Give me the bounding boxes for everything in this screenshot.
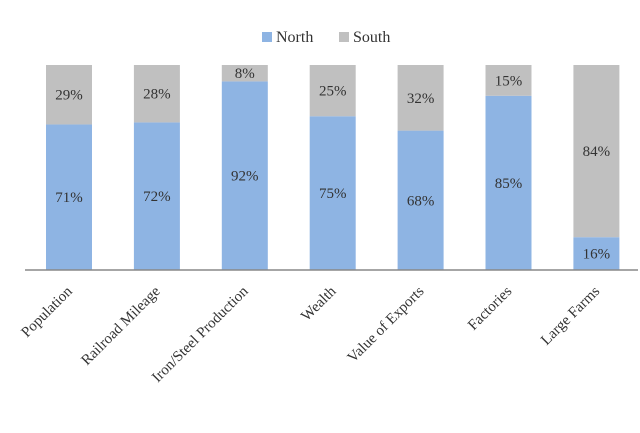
bar-label-south-1: 28% bbox=[143, 87, 171, 103]
bar-north-1 bbox=[133, 122, 180, 271]
bar-north-5 bbox=[485, 95, 532, 270]
bar-label-south-5: 15% bbox=[495, 73, 523, 89]
bar-label-south-2: 8% bbox=[235, 66, 255, 82]
legend-swatch-south bbox=[339, 32, 349, 42]
bar-label-north-4: 68% bbox=[407, 193, 435, 209]
bar-area: 71% 29% 72% 28% 92% 8% 75% 25% 68% 32% 85% 15% 16% 84… bbox=[46, 65, 620, 271]
x-tick-label-4: Value of Exports bbox=[345, 283, 428, 366]
bar-south-0 bbox=[46, 65, 92, 125]
bar-label-north-6: 16% bbox=[583, 247, 611, 263]
bar-south-3 bbox=[309, 65, 356, 117]
bar-north-2 bbox=[221, 81, 268, 271]
bar-south-5 bbox=[485, 65, 532, 96]
bar-label-north-0: 71% bbox=[55, 190, 83, 206]
x-tick-label-2: Iron/Steel Production bbox=[149, 283, 252, 386]
bar-label-north-1: 72% bbox=[143, 189, 171, 205]
bar-label-south-3: 25% bbox=[319, 84, 347, 100]
bar-label-south-4: 32% bbox=[407, 91, 435, 107]
legend-label-north: North bbox=[276, 29, 313, 46]
bar-label-north-5: 85% bbox=[495, 176, 523, 192]
bar-north-4 bbox=[397, 130, 444, 270]
bar-south-6 bbox=[573, 65, 620, 238]
bar-south-2 bbox=[221, 65, 268, 82]
bar-north-3 bbox=[309, 116, 356, 270]
x-tick-label-6: Large Farms bbox=[538, 283, 603, 348]
bar-label-south-0: 29% bbox=[55, 88, 83, 104]
x-tick-label-0: Population bbox=[19, 283, 77, 341]
legend-swatch-north bbox=[262, 32, 272, 42]
bar-label-north-3: 75% bbox=[319, 186, 347, 202]
bar-label-south-6: 84% bbox=[583, 144, 611, 160]
bar-label-north-2: 92% bbox=[231, 169, 259, 185]
bar-north-0 bbox=[46, 124, 92, 270]
chart-legend: North South bbox=[262, 29, 390, 46]
bar-south-1 bbox=[133, 65, 180, 123]
legend-label-south: South bbox=[353, 29, 390, 46]
x-tick-label-5: Factories bbox=[465, 283, 515, 333]
bar-north-6 bbox=[573, 237, 620, 270]
x-tick-label-1: Railroad Mileage bbox=[78, 283, 163, 368]
x-tick-label-3: Wealth bbox=[298, 283, 339, 324]
bar-south-4 bbox=[397, 65, 444, 131]
